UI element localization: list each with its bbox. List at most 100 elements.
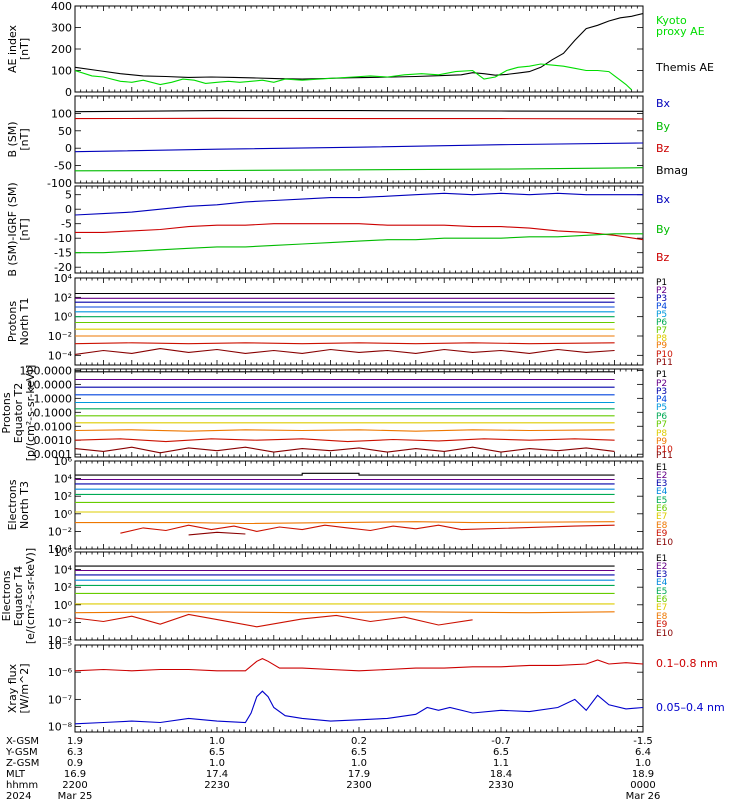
legend-item: E9: [656, 620, 668, 630]
x-axis-value: 18.9: [632, 769, 654, 780]
series-line-e9: [120, 524, 615, 534]
y-tick-label: 5: [65, 189, 72, 202]
legend-item-line: E2: [656, 562, 667, 572]
legend-item-line: E7: [656, 512, 667, 522]
y-axis-label-line: Electrons: [6, 479, 19, 530]
y-tick-label: 10⁻⁷: [48, 693, 72, 706]
y-axis-label-line: Equator T4: [12, 566, 25, 626]
legend-item: E5: [656, 496, 667, 506]
legend-item: P2: [656, 286, 667, 296]
legend-item-line: E9: [656, 620, 668, 630]
legend-item: P6: [656, 318, 667, 328]
panel-xray: 10⁻⁵ 10⁻⁶ 10⁻⁷ 10⁻⁸ Xray flux[W/m^2] 0.1–0.8 …: [6, 639, 725, 734]
legend-item: Themis AE: [655, 61, 714, 74]
legend-item: P5: [656, 403, 667, 413]
panel-ae: 0 100 200 300 400 AE index[nT] Kyoto proxy AE Th…: [6, 0, 714, 99]
x-axis-value: Mar 26: [626, 791, 661, 800]
y-tick-label: 10⁻⁸: [48, 721, 73, 734]
y-tick-label: 0.0001: [34, 448, 73, 461]
legend-item: P8: [656, 429, 667, 439]
legend-item: E2: [656, 471, 667, 481]
y-tick-label: 10⁴: [54, 473, 73, 486]
legend-item: P5: [656, 310, 667, 320]
legend-item-line: P9: [656, 341, 667, 351]
x-axis-value: 1.0: [209, 736, 225, 747]
legend-item: E10: [656, 538, 673, 548]
legend-item: P8: [656, 334, 667, 344]
x-axis-value: 18.4: [490, 769, 512, 780]
legend-item: E8: [656, 521, 668, 531]
x-axis-value: 1.1: [493, 758, 509, 769]
legend-item: P3: [656, 387, 667, 397]
y-tick-label: 10⁰: [54, 508, 73, 521]
series-line-by: [75, 167, 643, 172]
y-tick-label: 10⁴: [54, 564, 73, 577]
legend-item-line: Bx: [656, 97, 671, 110]
x-axis-value: 2300: [346, 780, 371, 791]
legend-item: E2: [656, 562, 667, 572]
x-axis-row-label: hhmm: [6, 780, 38, 791]
legend-item-line: Bmag: [656, 164, 688, 177]
panel-bsm: -100 -50 0 50 100 B (SM)[nT] Bx By Bz Bmag: [6, 95, 688, 190]
legend-item: P3: [656, 294, 667, 304]
x-axis-row-label: Y-GSM: [5, 747, 38, 758]
legend-item-line: E2: [656, 471, 667, 481]
panel-ee: 10⁶ 10⁴ 10² 10⁰ 10⁻² 10⁻⁴ ElectronsEquator T4[…: [0, 546, 673, 647]
y-tick-label: 10⁻²: [48, 525, 72, 538]
x-axis-row-label: X-GSM: [6, 736, 39, 747]
legend-item: P4: [656, 302, 667, 312]
y-tick-label: 10⁰: [54, 311, 73, 324]
legend-item-line: P9: [656, 437, 667, 447]
x-axis-value: 16.9: [64, 769, 86, 780]
panel-dbsm: -20-15 -10-5 05 B (SM)-IGRF (SM)[nT] Bx By Bz: [6, 182, 671, 276]
y-tick-label: -100: [47, 177, 72, 190]
series-line-0-05-0-4-nm: [75, 690, 643, 725]
y-axis-label: ProtonsEquator T2[p/(cm²-s-sr-keV)]: [0, 365, 37, 462]
legend-item-line: P11: [656, 451, 673, 461]
y-tick-label: 10⁶: [54, 455, 73, 468]
plot-frame: [74, 368, 644, 458]
x-axis-value: 2200: [62, 780, 87, 791]
legend-item-line: Bz: [656, 251, 670, 264]
legend-item-line: Bz: [656, 142, 670, 155]
y-axis-label-line: [nT]: [18, 218, 31, 240]
legend-item-line: P4: [656, 395, 667, 405]
x-axis-value: 6.4: [635, 747, 651, 758]
legend-item: By: [656, 120, 671, 133]
y-tick-label: 0: [65, 203, 72, 216]
y-tick-label: 10⁴: [54, 272, 73, 285]
legend-item-line: P8: [656, 334, 667, 344]
legend-item: Bmag: [656, 164, 688, 177]
legend-item-line: P3: [656, 387, 667, 397]
legend-item: P1: [656, 278, 667, 288]
legend-item: E7: [656, 603, 667, 613]
y-tick-label: 10⁻²: [48, 330, 72, 343]
legend-item-line: E5: [656, 496, 667, 506]
legend-item-line: E7: [656, 603, 667, 613]
panel-pe: 100.000010.00001.00000.10000.01000.00100…: [0, 364, 673, 461]
legend-item-line: P6: [656, 412, 667, 422]
y-axis-label-line: [p/(cm²-s-sr-keV)]: [24, 365, 37, 462]
legend-item-line: P1: [656, 278, 667, 288]
x-axis-value: 0000: [630, 780, 655, 791]
legend-item-line: E6: [656, 595, 668, 605]
x-axis-value: -1.5: [633, 736, 653, 747]
legend-item: E4: [656, 487, 668, 497]
legend-item: E1: [656, 463, 667, 473]
legend-item: Bx: [656, 193, 671, 206]
legend-item-line: E1: [656, 554, 667, 564]
legend-item: P11: [656, 451, 673, 461]
legend-item-line: E3: [656, 570, 667, 580]
legend-item: P9: [656, 341, 667, 351]
legend-item: E1: [656, 554, 667, 564]
legend-item: E3: [656, 570, 667, 580]
y-tick-label: 0.1000: [34, 406, 73, 419]
x-axis-value: 2230: [204, 780, 229, 791]
legend-item-line: Bx: [656, 193, 671, 206]
series-line-p9: [75, 429, 615, 432]
legend-item-line: 0.1–0.8 nm: [656, 657, 718, 670]
y-tick-label: 10⁻⁶: [48, 666, 73, 679]
legend-item-line: P1: [656, 370, 667, 380]
legend-item-line: P4: [656, 302, 667, 312]
